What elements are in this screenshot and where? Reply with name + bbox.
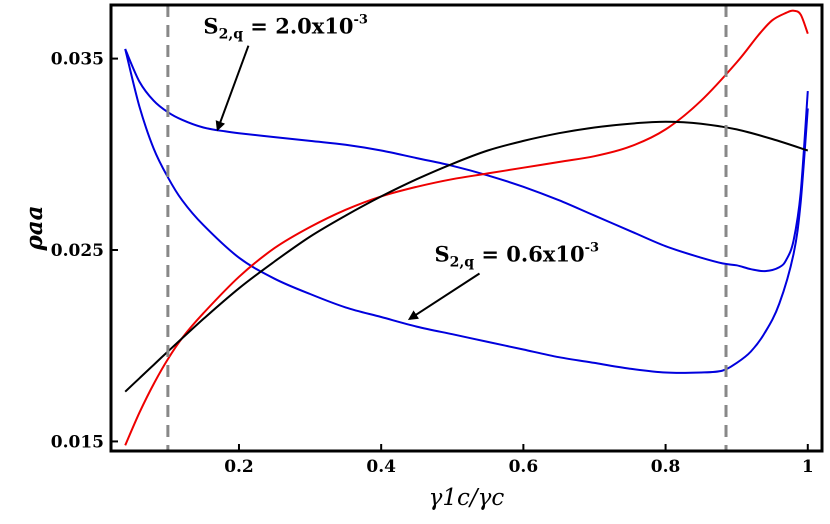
x-axis-ticks: 0.2 0.4 0.6 0.8 1 (224, 444, 814, 477)
y-axis-ticks: 0.015 0.025 0.035 (51, 50, 118, 452)
reference-lines (166, 5, 728, 451)
x-axis-title: γ1c/γc (429, 485, 505, 511)
x-tick-label: 0.6 (509, 457, 539, 477)
y-tick-label: 0.015 (51, 432, 104, 452)
series-line-2 (124, 48, 809, 374)
y-tick-label: 0.035 (51, 50, 104, 70)
annotation-label-1: S2,q = 2.0x10-3 (203, 13, 368, 43)
y-tick-label: 0.025 (51, 241, 104, 261)
annotation-label-2: S2,q = 0.6x10-3 (435, 240, 600, 270)
series-line-1 (124, 48, 809, 273)
series-line-4 (124, 120, 809, 393)
annotation-arrow-2 (407, 272, 481, 321)
series-line-3 (124, 9, 809, 446)
annotations-group: S2,q = 2.0x10-3 S2,q = 0.6x10-3 (203, 13, 600, 321)
x-tick-label: 1 (802, 457, 814, 477)
x-tick-label: 0.8 (651, 457, 681, 477)
annotation-arrow-1 (215, 45, 250, 132)
x-tick-label: 0.4 (366, 457, 396, 477)
x-tick-label: 0.2 (224, 457, 254, 477)
series-group (124, 9, 809, 446)
y-axis-title: ρaa (21, 205, 48, 251)
plot-frame (109, 3, 824, 453)
